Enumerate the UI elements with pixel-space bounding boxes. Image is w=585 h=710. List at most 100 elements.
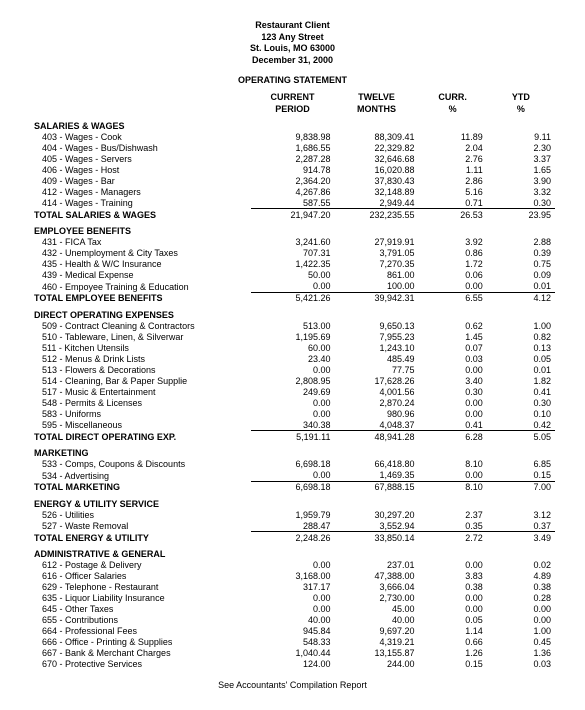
line-item-value: 3,241.60 <box>251 237 335 248</box>
line-item-value: 4,001.56 <box>335 386 419 397</box>
line-item-value: 0.00 <box>419 470 487 482</box>
line-item-value: 3.83 <box>419 571 487 582</box>
line-item-value: 0.00 <box>419 364 487 375</box>
line-item-label: 670 - Protective Services <box>30 659 251 670</box>
line-item-label: 655 - Contributions <box>30 615 251 626</box>
total-label: TOTAL ENERGY & UTILITY <box>30 532 251 544</box>
total-value: 48,941.28 <box>335 431 419 443</box>
line-item-value: 0.75 <box>487 259 555 270</box>
line-item-value: 0.00 <box>251 560 335 571</box>
line-item-row: 664 - Professional Fees945.849,697.201.1… <box>30 626 555 637</box>
line-item-value: 7,955.23 <box>335 331 419 342</box>
line-item-value: 0.86 <box>419 248 487 259</box>
line-item-value: 1.45 <box>419 331 487 342</box>
line-item-value: 237.01 <box>335 560 419 571</box>
total-value: 8.10 <box>419 481 487 493</box>
section-header: MARKETING <box>30 442 555 459</box>
line-item-value: 47,388.00 <box>335 571 419 582</box>
line-item-label: 583 - Uniforms <box>30 408 251 419</box>
total-value: 7.00 <box>487 481 555 493</box>
line-item-value: 0.15 <box>419 659 487 670</box>
line-item-value: 77.75 <box>335 364 419 375</box>
line-item-value: 27,919.91 <box>335 237 419 248</box>
line-item-label: 534 - Advertising <box>30 470 251 482</box>
section-header: ADMINISTRATIVE & GENERAL <box>30 543 555 560</box>
line-item-value: 88,309.41 <box>335 131 419 142</box>
line-item-row: 526 - Utilities1,959.7930,297.202.373.12 <box>30 509 555 520</box>
line-item-value: 100.00 <box>335 281 419 293</box>
total-row: TOTAL EMPLOYEE BENEFITS5,421.2639,942.31… <box>30 292 555 304</box>
line-item-row: 527 - Waste Removal288.473,552.940.350.3… <box>30 520 555 532</box>
col-curr-pct-b: % <box>419 103 487 115</box>
line-item-value: 587.55 <box>251 197 335 209</box>
line-item-value: 0.37 <box>487 520 555 532</box>
line-item-value: 9.11 <box>487 131 555 142</box>
line-item-value: 0.00 <box>419 593 487 604</box>
line-item-value: 0.10 <box>487 408 555 419</box>
line-item-value: 707.31 <box>251 248 335 259</box>
line-item-value: 0.01 <box>487 281 555 293</box>
line-item-value: 1,040.44 <box>251 648 335 659</box>
line-item-value: 1,469.35 <box>335 470 419 482</box>
line-item-label: 509 - Contract Cleaning & Contractors <box>30 320 251 331</box>
total-value: 26.53 <box>419 209 487 221</box>
line-item-value: 124.00 <box>251 659 335 670</box>
line-item-value: 0.66 <box>419 637 487 648</box>
line-item-value: 0.00 <box>251 470 335 482</box>
line-item-value: 0.05 <box>487 353 555 364</box>
line-item-row: 414 - Wages - Training587.552,949.440.71… <box>30 197 555 209</box>
line-item-value: 13,155.87 <box>335 648 419 659</box>
line-item-row: 517 - Music & Entertainment249.694,001.5… <box>30 386 555 397</box>
line-item-value: 1,959.79 <box>251 509 335 520</box>
line-item-value: 0.06 <box>419 270 487 281</box>
line-item-value: 2,870.24 <box>335 397 419 408</box>
section-header: ENERGY & UTILITY SERVICE <box>30 493 555 510</box>
line-item-value: 0.15 <box>487 470 555 482</box>
total-value: 2,248.26 <box>251 532 335 544</box>
line-item-value: 3,666.04 <box>335 582 419 593</box>
line-item-row: 670 - Protective Services124.00244.000.1… <box>30 659 555 670</box>
line-item-label: 527 - Waste Removal <box>30 520 251 532</box>
line-item-value: 2,730.00 <box>335 593 419 604</box>
col-current-b: PERIOD <box>251 103 335 115</box>
total-value: 23.95 <box>487 209 555 221</box>
line-item-value: 60.00 <box>251 342 335 353</box>
line-item-label: 431 - FICA Tax <box>30 237 251 248</box>
total-value: 6.28 <box>419 431 487 443</box>
total-row: TOTAL MARKETING6,698.1867,888.158.107.00 <box>30 481 555 493</box>
line-item-label: 645 - Other Taxes <box>30 604 251 615</box>
line-item-value: 0.13 <box>487 342 555 353</box>
col-ytd-pct-b: % <box>487 103 555 115</box>
line-item-label: 404 - Wages - Bus/Dishwash <box>30 142 251 153</box>
col-ytd-pct-a: YTD <box>487 91 555 103</box>
line-item-row: 412 - Wages - Managers4,267.8632,148.895… <box>30 186 555 197</box>
line-item-value: 4,319.21 <box>335 637 419 648</box>
line-item-value: 4.89 <box>487 571 555 582</box>
line-item-value: 50.00 <box>251 270 335 281</box>
total-value: 4.12 <box>487 292 555 304</box>
line-item-value: 0.41 <box>487 386 555 397</box>
line-item-value: 0.01 <box>487 364 555 375</box>
line-item-value: 0.00 <box>419 604 487 615</box>
line-item-value: 0.00 <box>251 604 335 615</box>
section-header: EMPLOYEE BENEFITS <box>30 220 555 237</box>
line-item-label: 629 - Telephone - Restaurant <box>30 582 251 593</box>
line-item-value: 914.78 <box>251 164 335 175</box>
line-item-value: 0.02 <box>487 560 555 571</box>
line-item-row: 513 - Flowers & Decorations0.0077.750.00… <box>30 364 555 375</box>
line-item-value: 3,552.94 <box>335 520 419 532</box>
line-item-row: 409 - Wages - Bar2,364.2037,830.432.863.… <box>30 175 555 186</box>
col-current-a: CURRENT <box>251 91 335 103</box>
line-item-row: 431 - FICA Tax3,241.6027,919.913.922.88 <box>30 237 555 248</box>
line-item-row: 406 - Wages - Host914.7816,020.881.111.6… <box>30 164 555 175</box>
line-item-value: 0.38 <box>419 582 487 593</box>
line-item-value: 1,243.10 <box>335 342 419 353</box>
line-item-value: 3.40 <box>419 375 487 386</box>
line-item-value: 6,698.18 <box>251 459 335 470</box>
statement-date: December 31, 2000 <box>30 55 555 67</box>
line-item-value: 1.11 <box>419 164 487 175</box>
line-item-row: 629 - Telephone - Restaurant317.173,666.… <box>30 582 555 593</box>
line-item-value: 340.38 <box>251 419 335 431</box>
line-item-value: 4,267.86 <box>251 186 335 197</box>
company-name: Restaurant Client <box>30 20 555 32</box>
